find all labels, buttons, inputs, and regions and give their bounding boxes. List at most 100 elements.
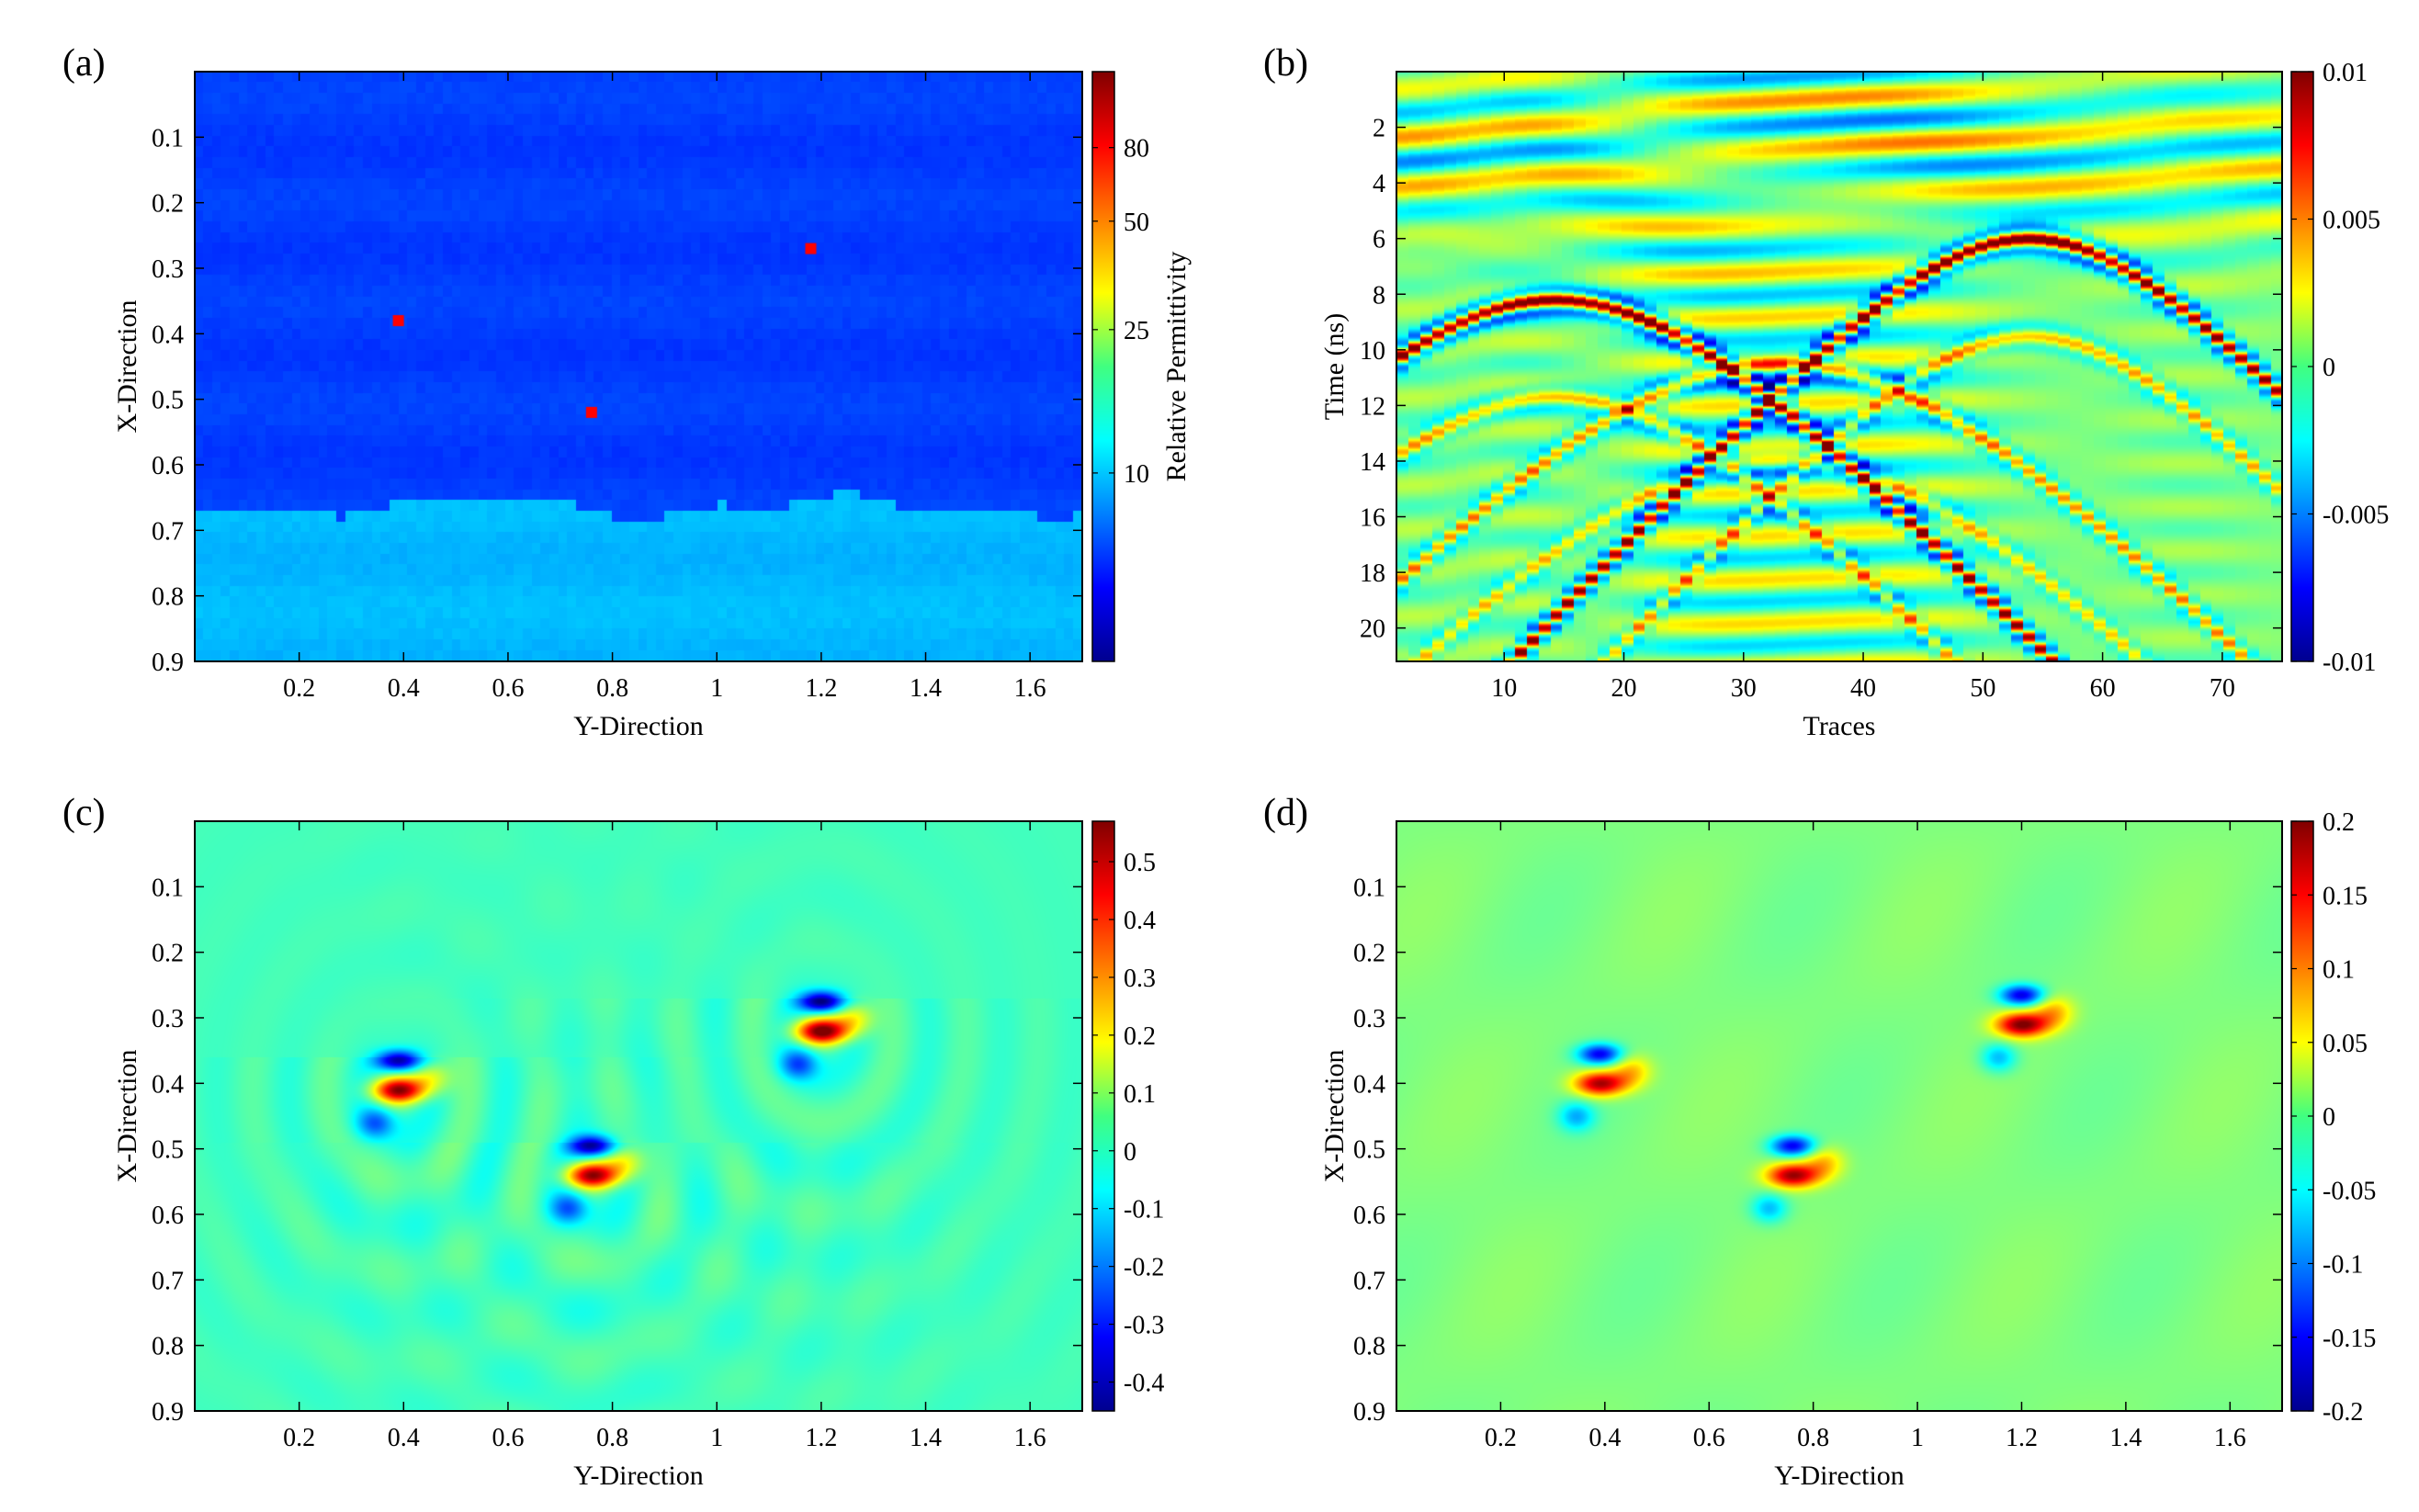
panel-b-cbar-tick-label: 0.01 (2323, 59, 2368, 87)
panel-d-ytick-label: 0.9 (1353, 1398, 1385, 1427)
panel-a-ytick-label: 0.4 (152, 321, 184, 349)
panel-d-ytick-label: 0.3 (1353, 1005, 1385, 1033)
panel-b-ticks: 10 20 30 40 50 60 70 2 4 6 8 10 12 14 16 18 20 (1360, 72, 2282, 703)
panel-c-cbar-tick-label: 0.3 (1124, 965, 1156, 993)
panel-c-xlabel: Y-Direction (573, 1461, 704, 1491)
panel-c-ytick-label: 0.9 (152, 1398, 184, 1427)
panel-d-cbar-tick-label: -0.1 (2323, 1251, 2363, 1280)
panel-a-cbar-tick-label: 50 (1124, 209, 1149, 237)
panel-d-ytick-label: 0.8 (1353, 1333, 1385, 1361)
panel-a-colorbar-label: Relative Permittivity (1161, 252, 1192, 482)
panel-a-xtick-label: 1.2 (805, 674, 837, 703)
panel-b-ytick-label: 8 (1373, 281, 1385, 310)
panel-c-ytick-label: 0.4 (152, 1070, 184, 1099)
panel-d-ytick-label: 0.2 (1353, 940, 1385, 968)
panel-c-axes-frame (194, 820, 1083, 1412)
panel-d-cbar-tick-label: 0 (2323, 1103, 2335, 1132)
panel-b-label: (b) (1263, 42, 1308, 85)
panel-a-label: (a) (62, 42, 106, 85)
panel-c-xtick-label: 0.8 (596, 1424, 628, 1452)
panel-d-xlabel: Y-Direction (1774, 1461, 1905, 1491)
panel-d-ytick-label: 0.7 (1353, 1267, 1385, 1295)
panel-a-ticks: 0.2 0.4 0.6 0.8 1 1.2 1.4 1.6 0.1 0.2 0.3 0.4 0.5 0.6… (152, 72, 1082, 703)
panel-b-cbar-tick-label: 0.005 (2323, 207, 2380, 235)
panel-c-colorbar (1091, 820, 1115, 1412)
panel-a-cbar-tick-label: 80 (1124, 135, 1149, 164)
panel-c-xtick-label: 1 (710, 1424, 723, 1452)
panel-d-xtick-label: 0.2 (1485, 1424, 1517, 1452)
panel-d-xtick-label: 0.8 (1797, 1424, 1829, 1452)
panel-d: (d) 0.2 0.4 0.6 0.8 1 1.2 1.4 1.60.10.20.30.40.… (1263, 792, 2376, 1491)
panel-a-xtick-label: 0.4 (388, 674, 420, 703)
panel-d-cbar-tick-label: 0.2 (2323, 808, 2355, 837)
panel-b: (b) 10 20 30 40 50 60 70 2 4 6 8 10 12 14 16 18 20 Trace… (1263, 42, 2389, 741)
panel-c-cbar-tick-label: 0 (1124, 1138, 1136, 1167)
panel-d-ticks: 0.2 0.4 0.6 0.8 1 1.2 1.4 1.6 0.1 0.2 0.3 0.4 0.5 0.6… (1353, 821, 2282, 1452)
panel-c-cbar-tick-label: -0.2 (1124, 1254, 1164, 1282)
panel-b-ytick-label: 18 (1360, 559, 1385, 588)
panel-b-axes-frame (1396, 71, 2283, 662)
panel-c-ytick-label: 0.3 (152, 1005, 184, 1033)
panel-c-label: (c) (62, 792, 106, 834)
panel-c-ytick-label: 0.2 (152, 940, 184, 968)
panel-b-ytick-label: 12 (1360, 392, 1385, 421)
panel-d-colorbar-ticks: -0.2 -0.15 -0.1 -0.05 0 0.05 0.1 0.15 0.2 (2291, 808, 2376, 1427)
panel-b-xtick-label: 30 (1731, 674, 1757, 703)
panel-d-cbar-tick-label: -0.05 (2323, 1177, 2376, 1205)
panel-b-ytick-label: 6 (1373, 226, 1385, 254)
panel-c-xtick-label: 1.6 (1014, 1424, 1046, 1452)
panel-c-ylabel: X-Direction (112, 1050, 142, 1183)
panel-a-ytick-label: 0.5 (152, 387, 184, 415)
panel-c-heatmap (195, 821, 1082, 1411)
panel-b-xtick-label: 60 (2090, 674, 2116, 703)
panel-d-xtick-label: 1.2 (2006, 1424, 2038, 1452)
panel-a-ytick-label: 0.8 (152, 583, 184, 612)
panel-d-xtick-label: 1.4 (2109, 1424, 2142, 1452)
panel-b-xtick-label: 70 (2210, 674, 2235, 703)
panel-d-ytick-label: 0.4 (1353, 1070, 1385, 1099)
panel-a-cbar-tick-label: 10 (1124, 460, 1149, 489)
panel-d-label: (d) (1263, 792, 1308, 834)
panel-b-ytick-label: 4 (1373, 170, 1385, 198)
panel-c-cbar-tick-label: 0.2 (1124, 1022, 1156, 1051)
panel-a-xtick-label: 1.4 (910, 674, 942, 703)
panel-d-ylabel: X-Direction (1319, 1050, 1350, 1183)
panel-c-ytick-label: 0.8 (152, 1333, 184, 1361)
panel-a: (a) 0.2 0.4 0.6 0.8 1 1.2 1.4 1.60.10.20.30.40.… (62, 42, 1192, 741)
panel-d-heatmap (1396, 821, 2282, 1411)
panel-a-xtick-label: 1.6 (1014, 674, 1046, 703)
panel-b-cbar-tick-label: -0.005 (2323, 502, 2389, 530)
panel-b-xlabel: Traces (1803, 711, 1876, 741)
panel-a-colorbar (1091, 71, 1115, 662)
panel-a-axes-frame (194, 71, 1083, 662)
panel-c-colorbar-ticks: -0.4 -0.3 -0.2 -0.1 0 0.1 0.2 0.3 0.4 0.5 (1092, 849, 1164, 1398)
panel-b-ylabel: Time (ns) (1319, 313, 1350, 420)
panel-b-ytick-label: 16 (1360, 504, 1385, 533)
panel-c-cbar-tick-label: 0.5 (1124, 849, 1156, 877)
panel-b-xtick-label: 50 (1970, 674, 1995, 703)
panel-a-cbar-tick-label: 25 (1124, 317, 1149, 345)
panel-d-xtick-label: 0.6 (1693, 1424, 1725, 1452)
panel-a-plot-area (195, 72, 1082, 661)
panel-c-xtick-label: 0.4 (388, 1424, 420, 1452)
panel-c-xtick-label: 0.6 (492, 1424, 524, 1452)
panel-c-ytick-label: 0.5 (152, 1136, 184, 1165)
panel-d-plot-area (1396, 821, 2282, 1411)
panel-c-cbar-tick-label: -0.4 (1124, 1370, 1164, 1398)
panel-c-xtick-label: 1.2 (805, 1424, 837, 1452)
panel-a-xlabel: Y-Direction (573, 711, 704, 741)
panel-a-xtick-label: 0.8 (596, 674, 628, 703)
panel-a-xtick-label: 0.6 (492, 674, 524, 703)
panel-d-ytick-label: 0.6 (1353, 1202, 1385, 1230)
panel-c-xtick-label: 1.4 (910, 1424, 942, 1452)
panel-b-ytick-label: 14 (1360, 448, 1385, 477)
panel-b-ytick-label: 2 (1373, 115, 1385, 143)
panel-c-cbar-tick-label: 0.4 (1124, 907, 1156, 935)
panel-c-ytick-label: 0.6 (152, 1202, 184, 1230)
panel-c-plot-area (195, 821, 1082, 1411)
panel-a-colorbar-ticks: 10 25 50 80 (1092, 135, 1149, 489)
panel-c-cbar-tick-label: -0.3 (1124, 1312, 1164, 1340)
panel-b-plot-area (1396, 72, 2282, 661)
panel-d-axes-frame (1396, 820, 2283, 1412)
